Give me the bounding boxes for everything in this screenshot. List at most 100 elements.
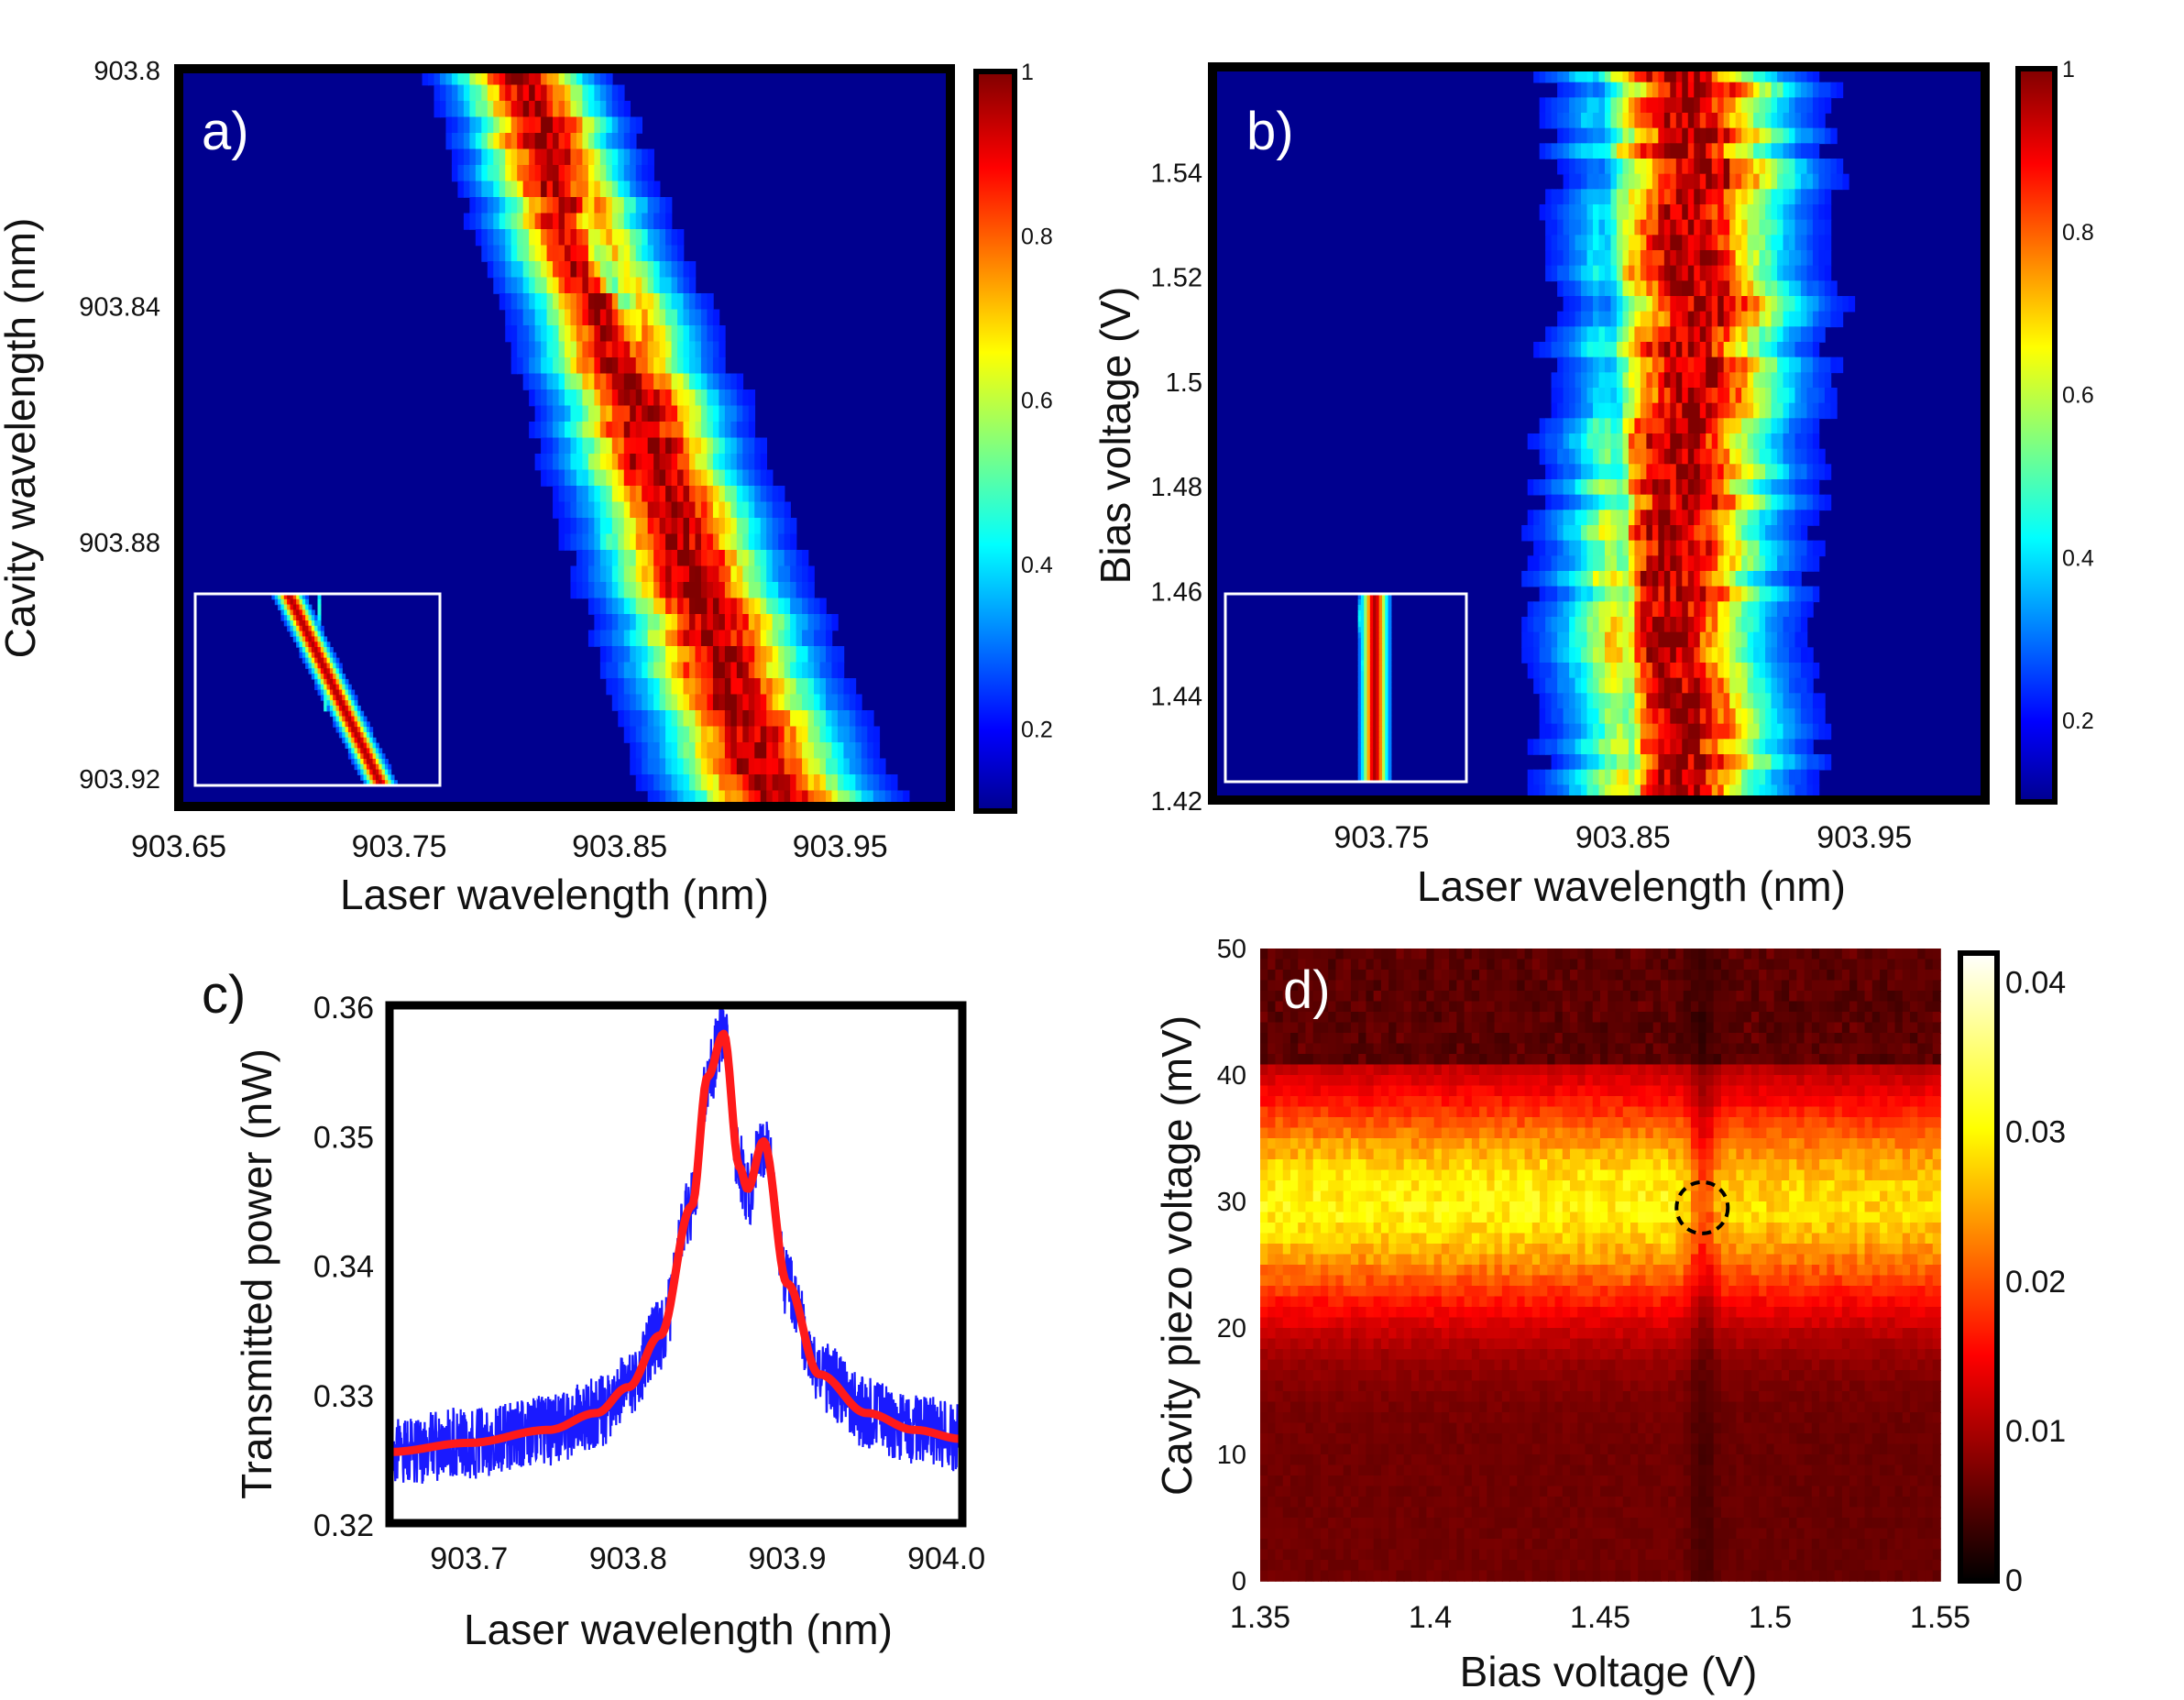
heatmap-a-cell (766, 501, 774, 519)
heatmap-a-cell (855, 694, 862, 711)
heatmap-b-cell (1789, 342, 1796, 358)
heatmap-b-cell (1723, 631, 1730, 649)
heatmap-a-cell (570, 422, 577, 439)
heatmap-b-cell (1741, 97, 1749, 114)
heatmap-b-inset-cell (1378, 599, 1383, 606)
heatmap-a-inset-cell (369, 763, 374, 771)
heatmap-a-cell (606, 437, 613, 455)
heatmap-a-cell (635, 309, 642, 326)
heatmap-a-inset-cell (278, 594, 282, 600)
heatmap-a-cell (599, 84, 608, 102)
heatmap-b-cell (1723, 571, 1730, 587)
heatmap-a-cell (529, 165, 536, 182)
heatmap-b-cell (1640, 418, 1648, 434)
heatmap-b-cell (1806, 448, 1814, 466)
heatmap-b-cell (1658, 739, 1665, 755)
heatmap-b-inset-cell (1357, 599, 1362, 606)
heatmap-b-cell (1658, 494, 1665, 511)
heatmap-b-cell (1718, 326, 1725, 343)
heatmap-a-cell (653, 261, 661, 279)
heatmap-a-cell (837, 710, 845, 728)
heatmap-a-cell (677, 389, 685, 407)
heatmap-a-inset-cell (354, 758, 358, 765)
heatmap-b-cell (1604, 693, 1612, 709)
heatmap-a-cell (659, 405, 666, 422)
heatmap-b-cell (1622, 769, 1630, 786)
heatmap-a-cell (760, 630, 768, 647)
heatmap-b-inset-cell (1366, 698, 1371, 706)
heatmap-a-cell (505, 261, 512, 279)
heatmap-a-cell (730, 678, 738, 696)
heatmap-b-cell (1687, 97, 1696, 114)
heatmap-a-cell (730, 565, 738, 583)
heatmap-a-cell (855, 758, 862, 775)
heatmap-b-cell (1783, 326, 1790, 343)
heatmap-a-cell (736, 469, 744, 487)
heatmap-a-cell (630, 277, 637, 294)
heatmap-b-cell (1783, 189, 1790, 205)
heatmap-a-inset-cell (360, 758, 365, 765)
heatmap-b-cell (1593, 326, 1600, 343)
heatmap-b-cell (1628, 494, 1636, 511)
heatmap-a-cell (742, 582, 750, 599)
heatmap-b-cell (1765, 555, 1772, 572)
heatmap-a-cell (606, 213, 613, 230)
heatmap-a-cell (611, 341, 620, 358)
heatmap-a-cell (434, 84, 441, 102)
heatmap-b-cell (1765, 540, 1772, 557)
heatmap-b-inset-cell (1369, 621, 1374, 628)
heatmap-b-cell (1593, 433, 1600, 450)
heatmap-b-cell (1598, 555, 1606, 572)
heatmap-a-cell (475, 148, 483, 166)
heatmap-b-cell (1789, 663, 1796, 679)
heatmap-a-cell (576, 148, 584, 166)
heatmap-a-inset-cell (375, 774, 379, 781)
heatmap-a-cell (647, 582, 654, 599)
heatmap-b-cell (1759, 127, 1766, 145)
heatmap-b-cell (1628, 418, 1636, 434)
heatmap-a-cell (790, 742, 797, 760)
heatmap-b-cell (1765, 388, 1772, 404)
heatmap-a-cell (635, 422, 642, 439)
heatmap-a-cell (683, 582, 690, 599)
heatmap-a-cell (570, 181, 577, 198)
heatmap-a-cell (719, 582, 726, 599)
heatmap-b-cell (1575, 479, 1582, 496)
heatmap-b-inset-cell (1366, 726, 1371, 733)
heatmap-b-cell (1581, 433, 1588, 450)
heatmap-b-cell (1771, 617, 1778, 633)
heatmap-b-cell (1575, 127, 1582, 145)
heatmap-a-cell (611, 614, 620, 631)
heatmap-b-cell (1622, 433, 1630, 450)
heatmap-a-cell (422, 69, 429, 86)
heatmap-b-inset-cell (1376, 682, 1380, 689)
heatmap-b-inset-cell (1357, 687, 1362, 695)
heatmap-a-cell (587, 84, 596, 102)
heatmap-b-cell (1699, 143, 1707, 159)
heatmap-a-cell (748, 501, 756, 519)
heatmap-b-inset-cell (1369, 638, 1374, 644)
heatmap-b-inset-cell (1373, 665, 1377, 673)
heatmap-a-cell (618, 197, 625, 214)
heatmap-b-cell (1800, 82, 1808, 99)
heatmap-a-cell (712, 710, 720, 728)
heatmap-a-cell (623, 165, 631, 182)
x-a-tick-label: 903.95 (793, 829, 888, 864)
heatmap-a-inset-cell (308, 668, 313, 675)
heatmap-a-cell (689, 565, 697, 583)
heatmap-a-cell (565, 533, 572, 551)
heatmap-b-cell (1652, 617, 1660, 633)
heatmap-a-cell (790, 678, 797, 696)
heatmap-a-inset-cell (351, 737, 356, 744)
heatmap-a-inset-cell (290, 620, 294, 627)
heatmap-b-inset-cell (1364, 599, 1368, 606)
heatmap-b-cell (1675, 510, 1684, 526)
heatmap-a-inset-cell (314, 642, 319, 648)
heatmap-a-cell (712, 662, 720, 679)
heatmap-b-cell (1652, 250, 1660, 267)
heatmap-a-cell (635, 261, 642, 279)
heatmap-b-cell (1563, 617, 1570, 633)
x-c-tick-label: 903.8 (589, 1541, 667, 1576)
heatmap-a-cell (689, 678, 697, 696)
